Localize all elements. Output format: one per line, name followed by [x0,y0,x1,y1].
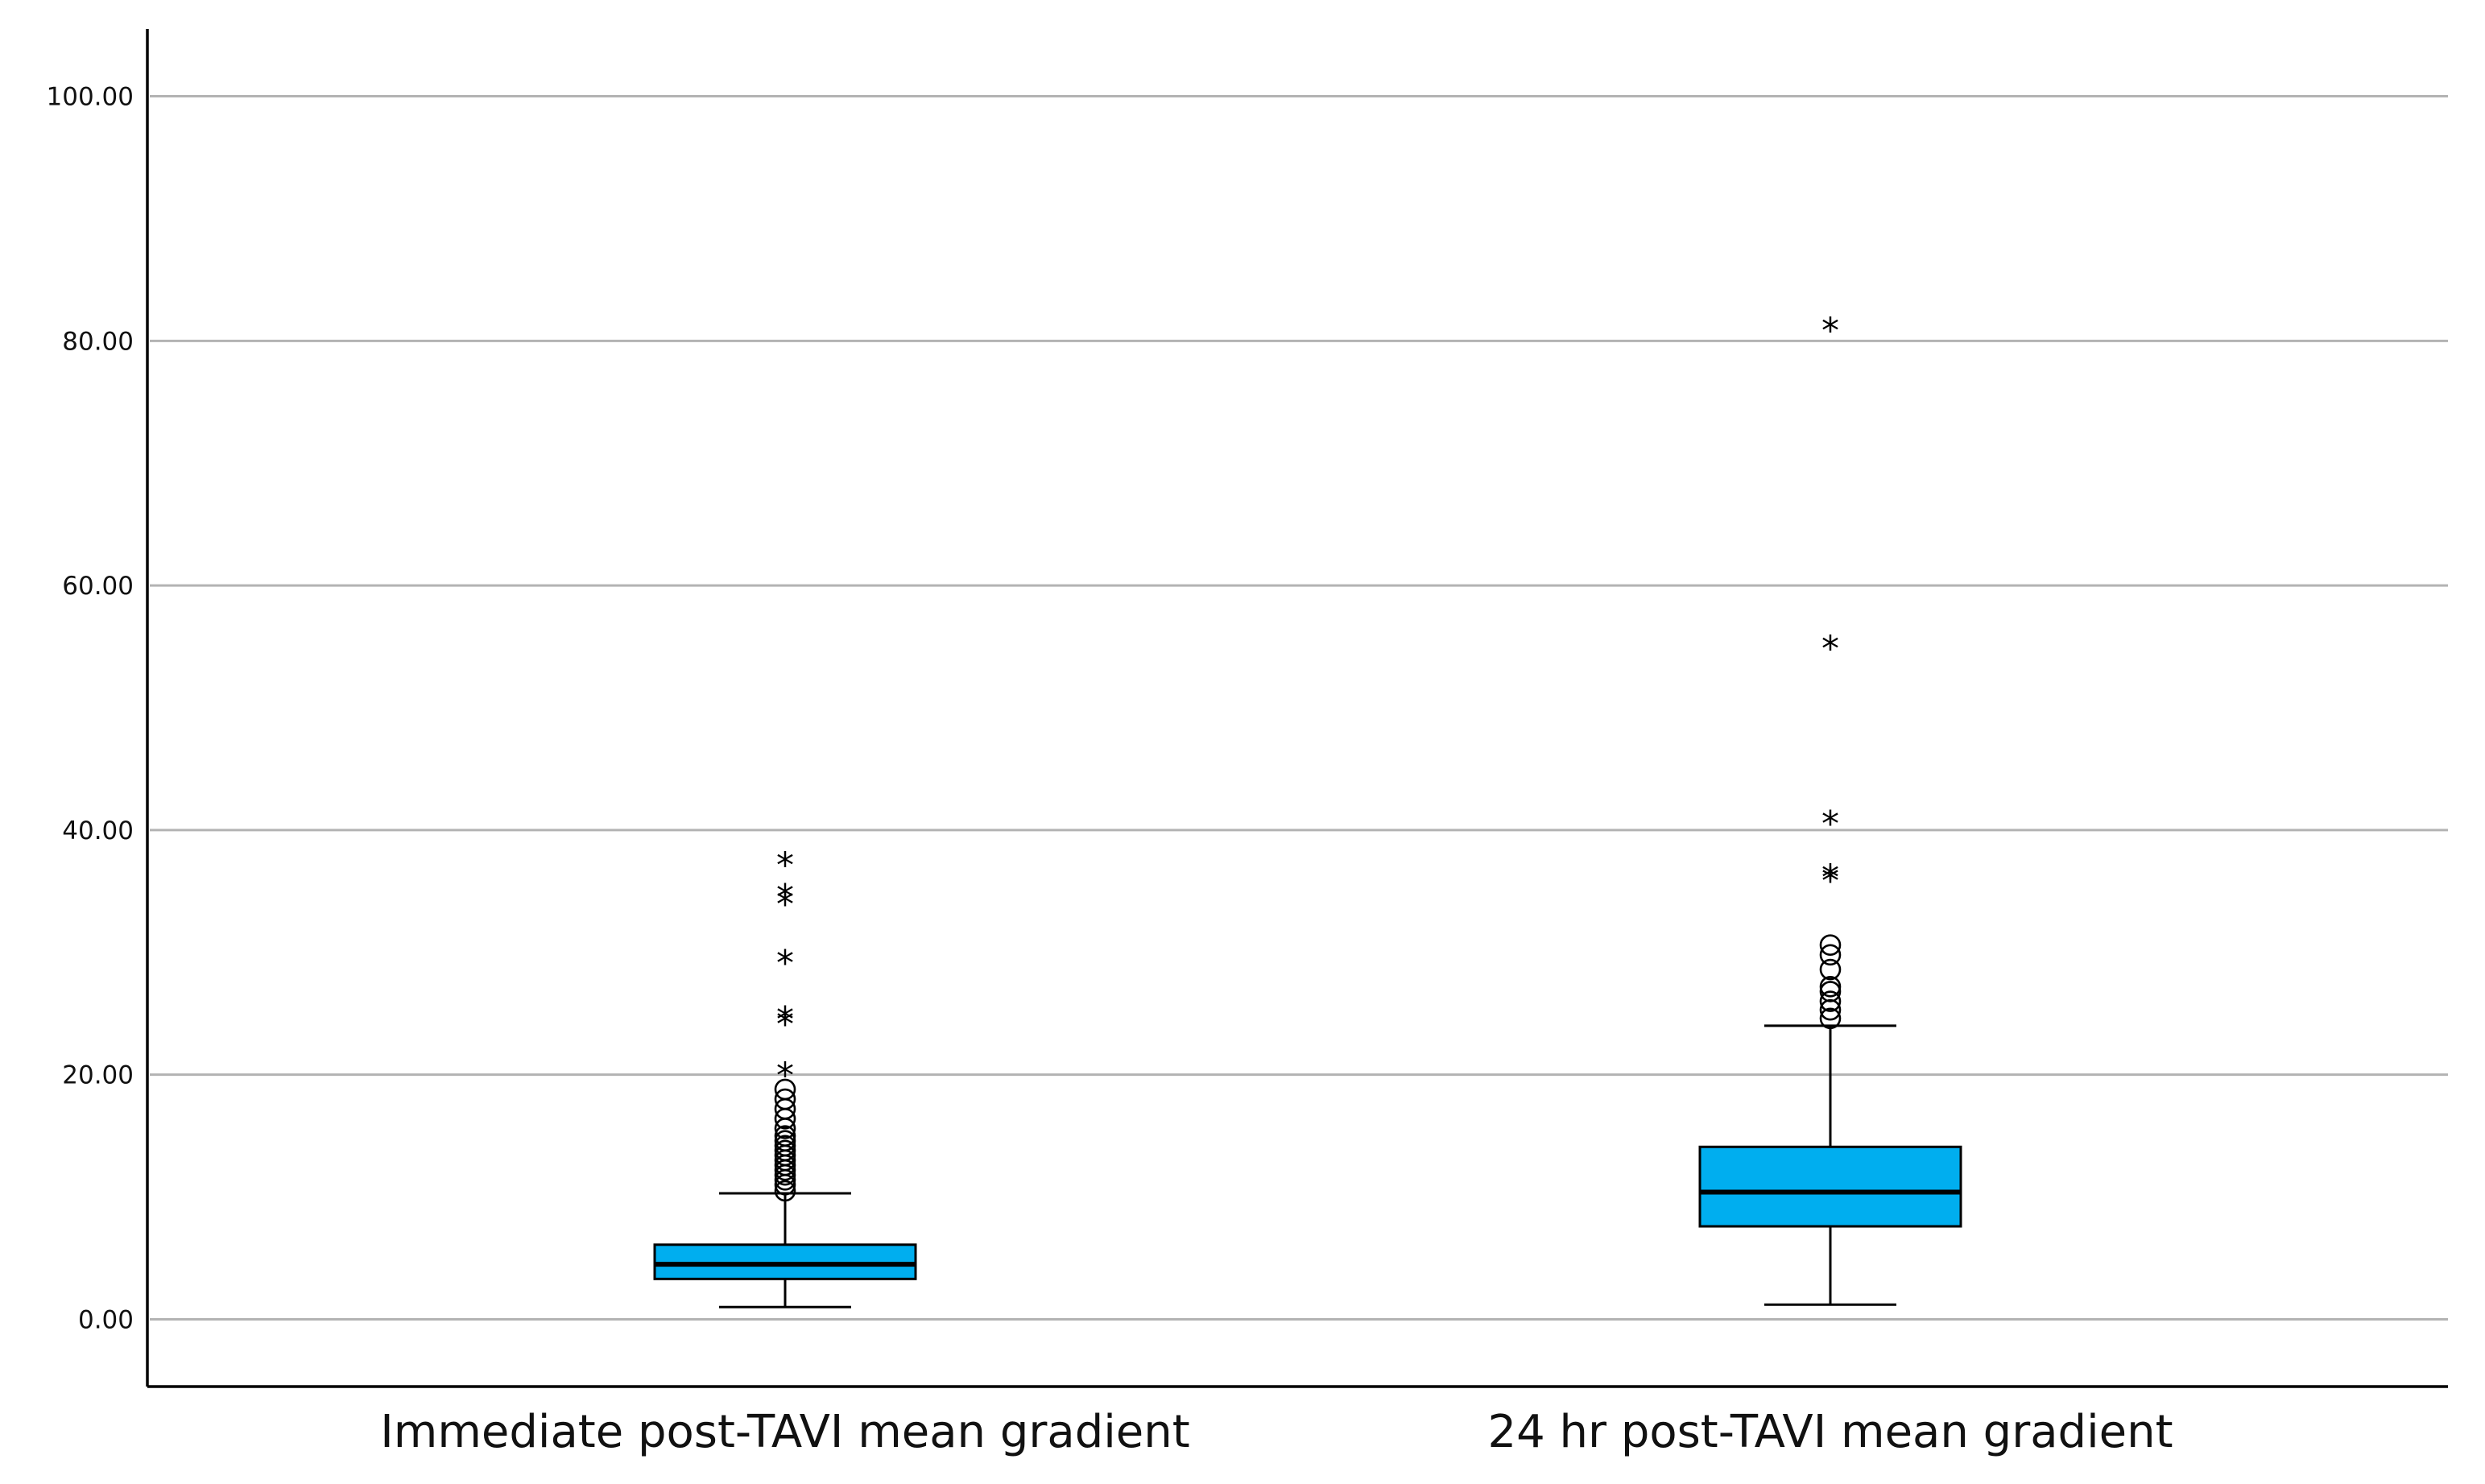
outlier-star: * [776,943,794,984]
iqr-box [1698,1145,1962,1228]
outlier-circle [1819,934,1842,956]
outlier-circle [1819,1007,1842,1030]
box-group: ***** [1698,311,1962,1306]
outlier-circle [774,1135,796,1157]
y-tick-label: 40.00 [62,816,134,845]
y-tick-label: 20.00 [62,1061,134,1090]
axes [146,29,2448,1388]
outlier-star: * [776,845,794,886]
outlier-star: * [776,999,794,1040]
outlier-circle [774,1180,796,1202]
outlier-star: * [1821,311,1839,352]
y-axis-tick-labels: 0.00 20.00 40.00 60.00 80.00 100.00 [47,83,134,1335]
outlier-star: * [776,884,794,925]
iqr-box [653,1243,917,1280]
y-tick-label: 0.00 [78,1305,134,1334]
category-labels: Immediate post-TAVI mean gradient 24 hr p… [380,1406,2173,1458]
y-tick-label: 80.00 [62,327,134,356]
outlier-circle [774,1125,796,1147]
outlier-circle [1819,998,1842,1021]
x-category-label: 24 hr post-TAVI mean gradient [1487,1406,2173,1458]
outlier-star: * [776,877,794,918]
gridlines [150,95,2448,1321]
x-category-label: Immediate post-TAVI mean gradient [380,1406,1189,1458]
outlier-star: * [1821,858,1839,899]
outlier-star: * [776,1004,794,1045]
outlier-circle [774,1130,796,1151]
outlier-circle [1819,958,1842,981]
outlier-star: * [776,1056,794,1097]
boxes: ******* ***** [653,311,1962,1308]
outlier-star: * [1821,629,1839,670]
outlier-circle [774,1139,796,1162]
y-tick-label: 100.00 [47,83,134,112]
outlier-circle [1819,976,1842,998]
outlier-star: * [1821,804,1839,845]
outlier-circle [774,1078,796,1101]
y-tick-label: 60.00 [62,572,134,601]
outlier-circle [1819,981,1842,1002]
box-group: ******* [653,845,917,1308]
outlier-circle [1819,944,1842,966]
outlier-circle [1819,990,1842,1012]
outlier-star: * [1821,861,1839,902]
outlier-circle [774,1088,796,1110]
